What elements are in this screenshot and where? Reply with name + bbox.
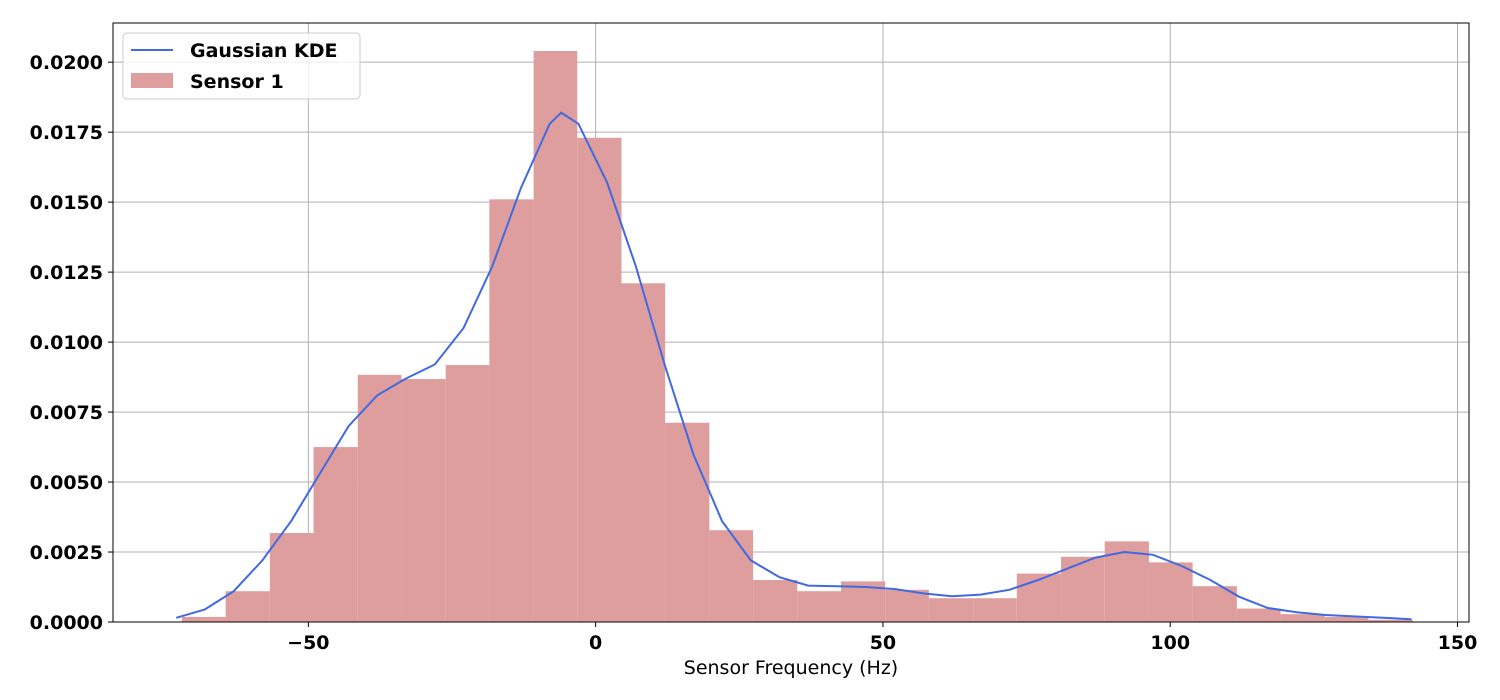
histogram-bar xyxy=(1061,556,1105,622)
histogram-bar xyxy=(885,589,929,622)
x-tick-label: 50 xyxy=(870,632,896,654)
histogram-bar xyxy=(1280,614,1325,622)
histogram-bar xyxy=(753,580,798,622)
histogram-bar xyxy=(269,532,314,622)
kde-line xyxy=(175,111,1412,621)
y-tick-label: 0.0100 xyxy=(30,332,103,354)
histogram-bar xyxy=(401,379,446,622)
x-tick-label: 150 xyxy=(1438,632,1478,654)
histogram-bar xyxy=(181,616,226,622)
y-tick-label: 0.0150 xyxy=(30,192,103,214)
x-tick-label: 100 xyxy=(1150,632,1190,654)
histogram-bar xyxy=(577,137,622,622)
histogram-bar xyxy=(928,598,974,622)
histogram-bar xyxy=(357,374,402,622)
y-tick-label: 0.0050 xyxy=(30,472,103,494)
histogram-bar xyxy=(1324,616,1369,622)
legend-box xyxy=(122,32,361,100)
y-tick-label: 0.0200 xyxy=(30,52,103,74)
y-tick-label: 0.0175 xyxy=(30,122,103,144)
legend-histogram-label: Sensor 1 xyxy=(190,71,284,93)
x-axis-ticks: −50 0 50 100 150 xyxy=(287,622,1477,654)
histogram-bar xyxy=(709,530,754,622)
x-tick-label: −50 xyxy=(287,632,329,654)
x-axis-label: Sensor Frequency (Hz) xyxy=(684,657,898,679)
y-tick-label: 0.0000 xyxy=(30,612,103,634)
y-tick-label: 0.0125 xyxy=(30,262,103,284)
y-tick-label: 0.0075 xyxy=(30,402,103,424)
histogram-bar xyxy=(533,50,578,622)
histogram-bar xyxy=(313,447,358,622)
histogram-bar xyxy=(489,199,534,622)
histogram-bars xyxy=(181,50,1413,622)
legend: Gaussian KDE Sensor 1 xyxy=(122,32,361,100)
y-tick-label: 0.0025 xyxy=(30,542,103,564)
histogram-bar xyxy=(1368,619,1413,622)
histogram-bar xyxy=(1016,573,1062,622)
x-tick-label: 0 xyxy=(589,632,602,654)
histogram-bar xyxy=(621,283,666,622)
histogram-bar xyxy=(445,365,490,622)
legend-histogram-swatch xyxy=(131,73,173,88)
histogram-bar xyxy=(1236,608,1281,622)
histogram-bar xyxy=(973,598,1017,622)
histogram-bar xyxy=(1148,562,1193,622)
legend-kde-label: Gaussian KDE xyxy=(190,40,338,62)
histogram-bar xyxy=(797,591,841,622)
plot-area-frame xyxy=(112,22,1470,623)
histogram-bar xyxy=(665,422,710,622)
y-axis-ticks: 0.0000 0.0025 0.0050 0.0075 0.0100 0.0125 0.01… xyxy=(30,52,113,634)
histogram-bar xyxy=(225,591,270,622)
